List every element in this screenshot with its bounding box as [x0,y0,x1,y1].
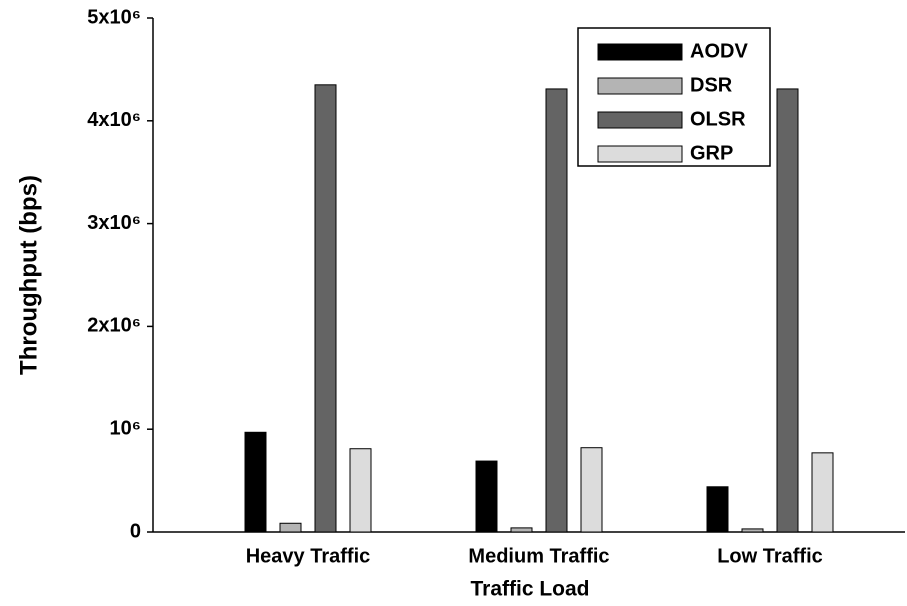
bar [580,447,603,533]
x-tick-label: Low Traffic [717,545,823,567]
legend-label: DSR [690,74,733,96]
y-axis-label: Throughput (bps) [15,175,42,375]
bar [279,522,302,533]
legend-label: GRP [690,142,733,164]
y-tick-label: 0 [130,520,141,542]
x-axis-label: Traffic Load [470,578,589,601]
bar [349,448,372,533]
bar [706,486,729,533]
legend-swatch [597,111,683,129]
bar [776,88,799,533]
bar [545,88,568,533]
legend-label: OLSR [690,108,746,130]
y-tick-label: 3x10⁶ [87,212,141,234]
legend-swatch [597,77,683,95]
bar [811,452,834,533]
y-tick-label: 2x10⁶ [87,315,141,337]
legend-label: AODV [690,40,748,62]
legend-swatch [597,145,683,163]
bar [510,527,533,533]
legend-swatch [597,43,683,61]
x-tick-label: Medium Traffic [468,545,609,567]
bar [741,528,764,533]
x-tick-label: Heavy Traffic [246,545,371,567]
bar [475,460,498,533]
bar [244,431,267,533]
y-tick-label: 4x10⁶ [87,109,141,131]
y-tick-label: 5x10⁶ [87,6,141,28]
bar [314,84,337,533]
y-tick-label: 10⁶ [110,417,141,439]
